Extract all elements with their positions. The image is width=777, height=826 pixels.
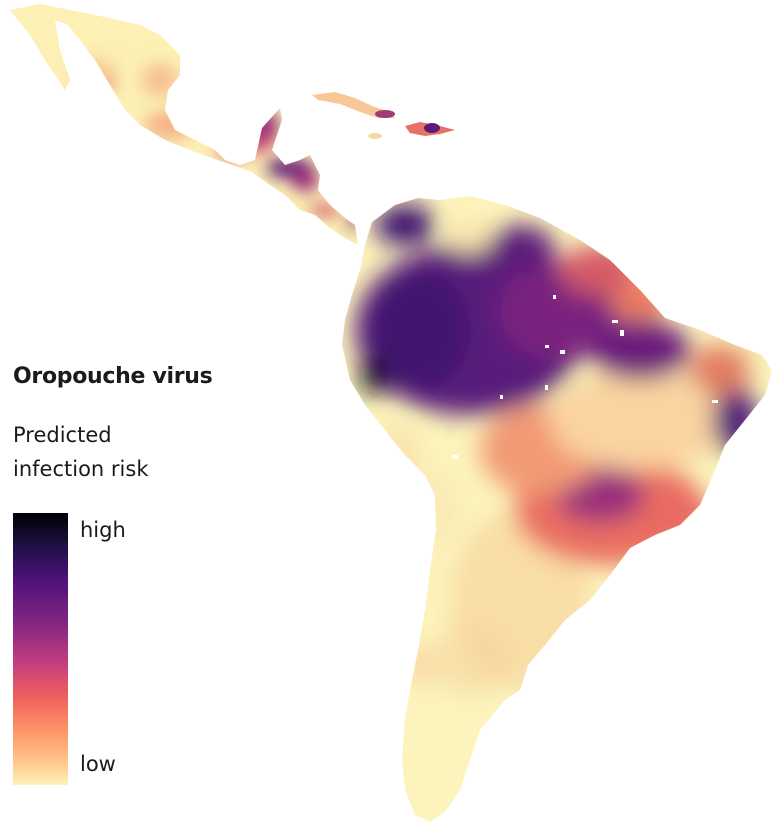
map-title: Oropouche virus <box>13 364 213 389</box>
south-america <box>342 196 772 822</box>
map-subtitle: Predicted infection risk <box>13 418 213 486</box>
legend-low-label: low <box>80 752 116 776</box>
subtitle-line-2: infection risk <box>13 457 149 481</box>
legend-high-label: high <box>80 518 126 542</box>
subtitle-line-1: Predicted <box>13 423 112 447</box>
caribbean-islands <box>312 92 455 139</box>
legend-color-bar <box>13 513 68 785</box>
water-specks <box>452 295 718 459</box>
mexico-central-america <box>10 4 358 245</box>
